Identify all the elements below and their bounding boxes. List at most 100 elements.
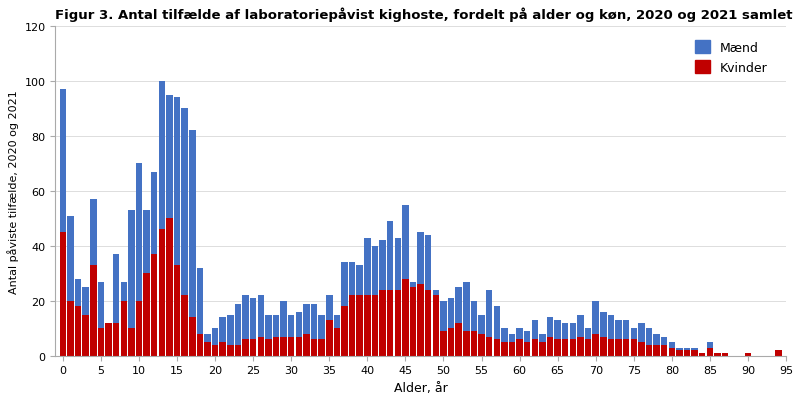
Bar [646, 328, 652, 345]
Bar [219, 318, 226, 342]
Bar [684, 348, 690, 350]
Legend: Mænd, Kvinder: Mænd, Kvinder [690, 36, 773, 80]
Bar [98, 328, 104, 356]
Bar [516, 328, 523, 339]
Bar [570, 339, 576, 356]
Bar [372, 246, 378, 296]
Bar [113, 323, 119, 356]
Bar [623, 320, 630, 339]
Bar [578, 315, 584, 337]
Bar [646, 345, 652, 356]
Bar [67, 301, 74, 356]
Bar [265, 339, 272, 356]
Bar [615, 339, 622, 356]
Bar [546, 318, 554, 337]
Bar [600, 312, 606, 337]
Bar [250, 298, 256, 339]
Bar [578, 337, 584, 356]
Bar [326, 296, 333, 320]
Bar [433, 296, 439, 356]
Bar [334, 315, 340, 328]
Bar [463, 331, 470, 356]
Bar [349, 263, 355, 296]
Bar [303, 334, 310, 356]
Bar [75, 306, 82, 356]
Bar [509, 342, 515, 356]
Bar [470, 331, 477, 356]
Bar [418, 285, 424, 356]
Bar [418, 233, 424, 285]
Bar [608, 339, 614, 356]
Bar [60, 233, 66, 356]
Bar [197, 268, 203, 334]
Bar [562, 339, 569, 356]
Bar [295, 312, 302, 337]
Bar [98, 282, 104, 328]
Bar [342, 306, 348, 356]
Bar [501, 328, 507, 342]
X-axis label: Alder, år: Alder, år [394, 381, 447, 394]
Bar [402, 279, 409, 356]
Bar [379, 290, 386, 356]
Bar [106, 323, 112, 356]
Bar [654, 345, 660, 356]
Bar [706, 348, 713, 356]
Bar [623, 339, 630, 356]
Bar [470, 301, 477, 331]
Bar [684, 350, 690, 356]
Bar [326, 320, 333, 356]
Bar [630, 328, 637, 339]
Bar [189, 131, 195, 318]
Bar [546, 337, 554, 356]
Bar [227, 315, 234, 345]
Bar [288, 337, 294, 356]
Bar [258, 337, 264, 356]
Bar [402, 205, 409, 279]
Bar [295, 337, 302, 356]
Bar [303, 304, 310, 334]
Bar [280, 337, 287, 356]
Bar [775, 350, 782, 356]
Bar [311, 304, 318, 339]
Bar [494, 339, 500, 356]
Bar [143, 211, 150, 273]
Bar [478, 315, 485, 334]
Bar [212, 328, 218, 345]
Bar [288, 315, 294, 337]
Bar [699, 353, 706, 356]
Bar [585, 328, 591, 339]
Bar [494, 306, 500, 339]
Bar [357, 265, 363, 296]
Bar [212, 345, 218, 356]
Bar [273, 315, 279, 337]
Bar [524, 331, 530, 342]
Bar [364, 296, 370, 356]
Bar [265, 315, 272, 339]
Bar [182, 109, 188, 296]
Bar [570, 323, 576, 339]
Bar [531, 320, 538, 339]
Bar [121, 282, 127, 301]
Bar [242, 296, 249, 339]
Bar [486, 290, 492, 337]
Bar [585, 339, 591, 356]
Bar [676, 348, 682, 350]
Bar [158, 82, 165, 230]
Bar [318, 315, 325, 339]
Bar [433, 290, 439, 296]
Bar [242, 339, 249, 356]
Bar [67, 216, 74, 301]
Bar [669, 348, 675, 356]
Bar [90, 265, 97, 356]
Bar [90, 200, 97, 265]
Bar [531, 339, 538, 356]
Bar [273, 337, 279, 356]
Bar [379, 241, 386, 290]
Bar [394, 238, 401, 290]
Bar [60, 90, 66, 233]
Bar [75, 279, 82, 306]
Bar [136, 164, 142, 301]
Bar [539, 334, 546, 342]
Bar [722, 353, 728, 356]
Bar [318, 339, 325, 356]
